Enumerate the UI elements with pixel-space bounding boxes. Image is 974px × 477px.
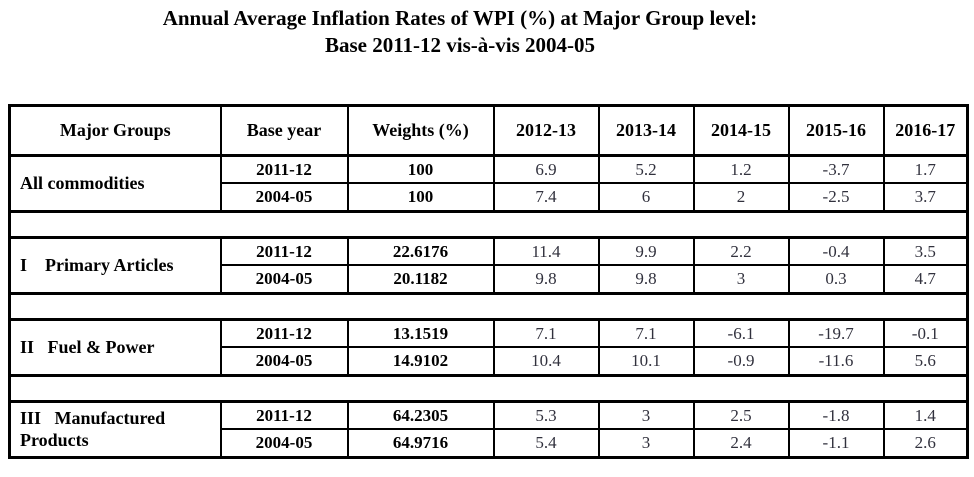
value-cell: 4.7: [882, 264, 969, 295]
base-year-cell: 2011-12: [219, 236, 349, 267]
table-row: 2004-05 14.9102 10.4 10.1 -0.9 -11.6 5.6: [10, 346, 969, 377]
value-cell: 5.2: [597, 154, 695, 185]
base-year-cell: 2011-12: [219, 400, 349, 431]
table-row: II Fuel & Power 2011-12 13.1519 7.1 7.1 …: [8, 318, 969, 377]
spacer-row: [8, 291, 969, 321]
group-name-all-commodities: All commodities: [8, 154, 222, 213]
value-cell: 2.2: [692, 236, 790, 267]
value-cell: 6: [597, 182, 695, 213]
value-cell: 9.8: [492, 264, 600, 295]
weight-cell: 100: [346, 182, 495, 213]
value-cell: -1.8: [787, 400, 885, 431]
weight-cell: 100: [346, 154, 495, 185]
spacer-row: [8, 209, 969, 239]
value-cell: 1.2: [692, 154, 790, 185]
value-cell: 2: [692, 182, 790, 213]
value-cell: 9.9: [597, 236, 695, 267]
base-year-header: Base year: [219, 104, 349, 157]
weights-header: Weights (%): [346, 104, 495, 157]
weight-cell: 64.9716: [346, 428, 495, 459]
value-cell: -11.6: [787, 346, 885, 377]
year-header-2012-13: 2012-13: [492, 104, 600, 157]
base-year-cell: 2004-05: [219, 182, 349, 213]
weight-cell: 22.6176: [346, 236, 495, 267]
spacer-cell: [8, 209, 969, 239]
weight-cell: 13.1519: [346, 318, 495, 349]
base-year-cell: 2011-12: [219, 154, 349, 185]
value-cell: 3: [597, 400, 695, 431]
spacer-cell: [8, 291, 969, 321]
value-cell: 10.4: [492, 346, 600, 377]
group-name-manufactured-products: III Manufactured Products: [8, 400, 222, 459]
title-line-1: Annual Average Inflation Rates of WPI (%…: [162, 6, 758, 30]
base-year-cell: 2004-05: [219, 264, 349, 295]
group-name-primary-articles: I Primary Articles: [8, 236, 222, 295]
table-row: III Manufactured Products 2011-12 64.230…: [8, 400, 969, 459]
year-header-2014-15: 2014-15: [692, 104, 790, 157]
page-title: Annual Average Inflation Rates of WPI (%…: [0, 0, 920, 59]
value-cell: 6.9: [492, 154, 600, 185]
value-cell: 1.7: [882, 154, 969, 185]
spacer-cell: [8, 373, 969, 403]
weight-cell: 14.9102: [346, 346, 495, 377]
value-cell: 3: [692, 264, 790, 295]
value-cell: 1.4: [882, 400, 969, 431]
table-row: 2004-05 20.1182 9.8 9.8 3 0.3 4.7: [10, 264, 969, 295]
major-groups-header: Major Groups: [8, 104, 222, 157]
value-cell: -6.1: [692, 318, 790, 349]
value-cell: 2.5: [692, 400, 790, 431]
base-year-cell: 2004-05: [219, 428, 349, 459]
value-cell: -1.1: [787, 428, 885, 459]
value-cell: 11.4: [492, 236, 600, 267]
base-year-cell: 2004-05: [219, 346, 349, 377]
value-cell: 7.1: [597, 318, 695, 349]
value-cell: 3.5: [882, 236, 969, 267]
value-cell: -0.9: [692, 346, 790, 377]
spacer-row: [8, 373, 969, 403]
value-cell: 7.1: [492, 318, 600, 349]
year-header-2015-16: 2015-16: [787, 104, 885, 157]
weight-cell: 20.1182: [346, 264, 495, 295]
value-cell: -0.4: [787, 236, 885, 267]
table-row: 2004-05 100 7.4 6 2 -2.5 3.7: [10, 182, 969, 213]
table-row: All commodities 2011-12 100 6.9 5.2 1.2 …: [8, 154, 969, 213]
year-header-2013-14: 2013-14: [597, 104, 695, 157]
value-cell: 2.4: [692, 428, 790, 459]
table-row: 2004-05 64.9716 5.4 3 2.4 -1.1 2.6: [10, 428, 969, 459]
value-cell: 5.3: [492, 400, 600, 431]
value-cell: 2.6: [882, 428, 969, 459]
base-year-cell: 2011-12: [219, 318, 349, 349]
value-cell: -0.1: [882, 318, 969, 349]
value-cell: 3: [597, 428, 695, 459]
table-row: I Primary Articles 2011-12 22.6176 11.4 …: [8, 236, 969, 295]
title-line-2: Base 2011-12 vis-à-vis 2004-05: [324, 32, 596, 57]
weight-cell: 64.2305: [346, 400, 495, 431]
header-row: Major Groups Base year Weights (%) 2012-…: [8, 104, 969, 157]
year-header-2016-17: 2016-17: [882, 104, 969, 157]
value-cell: 0.3: [787, 264, 885, 295]
value-cell: 9.8: [597, 264, 695, 295]
wpi-inflation-table: Major Groups Base year Weights (%) 2012-…: [8, 103, 969, 459]
value-cell: 10.1: [597, 346, 695, 377]
value-cell: 7.4: [492, 182, 600, 213]
value-cell: -3.7: [787, 154, 885, 185]
value-cell: -2.5: [787, 182, 885, 213]
value-cell: 5.4: [492, 428, 600, 459]
value-cell: 5.6: [882, 346, 969, 377]
group-name-fuel-power: II Fuel & Power: [8, 318, 222, 377]
value-cell: 3.7: [882, 182, 969, 213]
value-cell: -19.7: [787, 318, 885, 349]
